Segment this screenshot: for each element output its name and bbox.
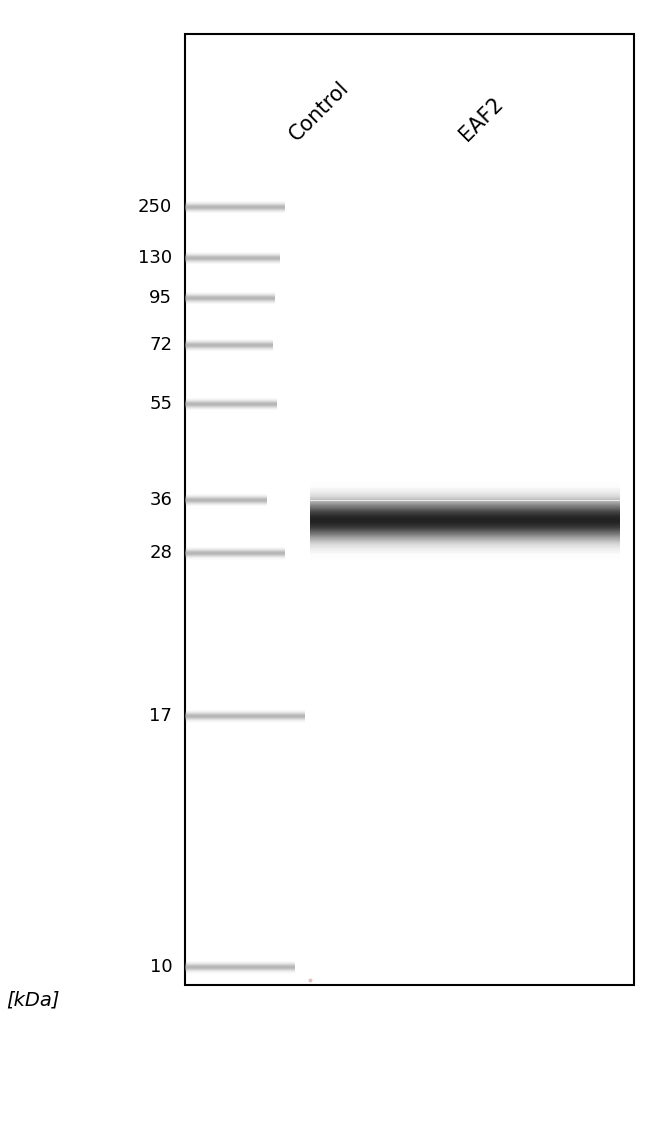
Text: 72: 72: [150, 336, 172, 354]
Text: 55: 55: [150, 395, 172, 413]
Text: EAF2: EAF2: [456, 93, 507, 145]
Text: 95: 95: [150, 289, 172, 307]
Text: 130: 130: [138, 249, 172, 267]
Bar: [185, 34, 634, 985]
Text: [kDa]: [kDa]: [6, 991, 60, 1009]
Text: 17: 17: [150, 707, 172, 725]
Text: 250: 250: [138, 198, 172, 216]
Text: 36: 36: [150, 491, 172, 509]
Text: Control: Control: [286, 78, 353, 145]
Text: 10: 10: [150, 958, 172, 976]
Text: 28: 28: [150, 544, 172, 562]
